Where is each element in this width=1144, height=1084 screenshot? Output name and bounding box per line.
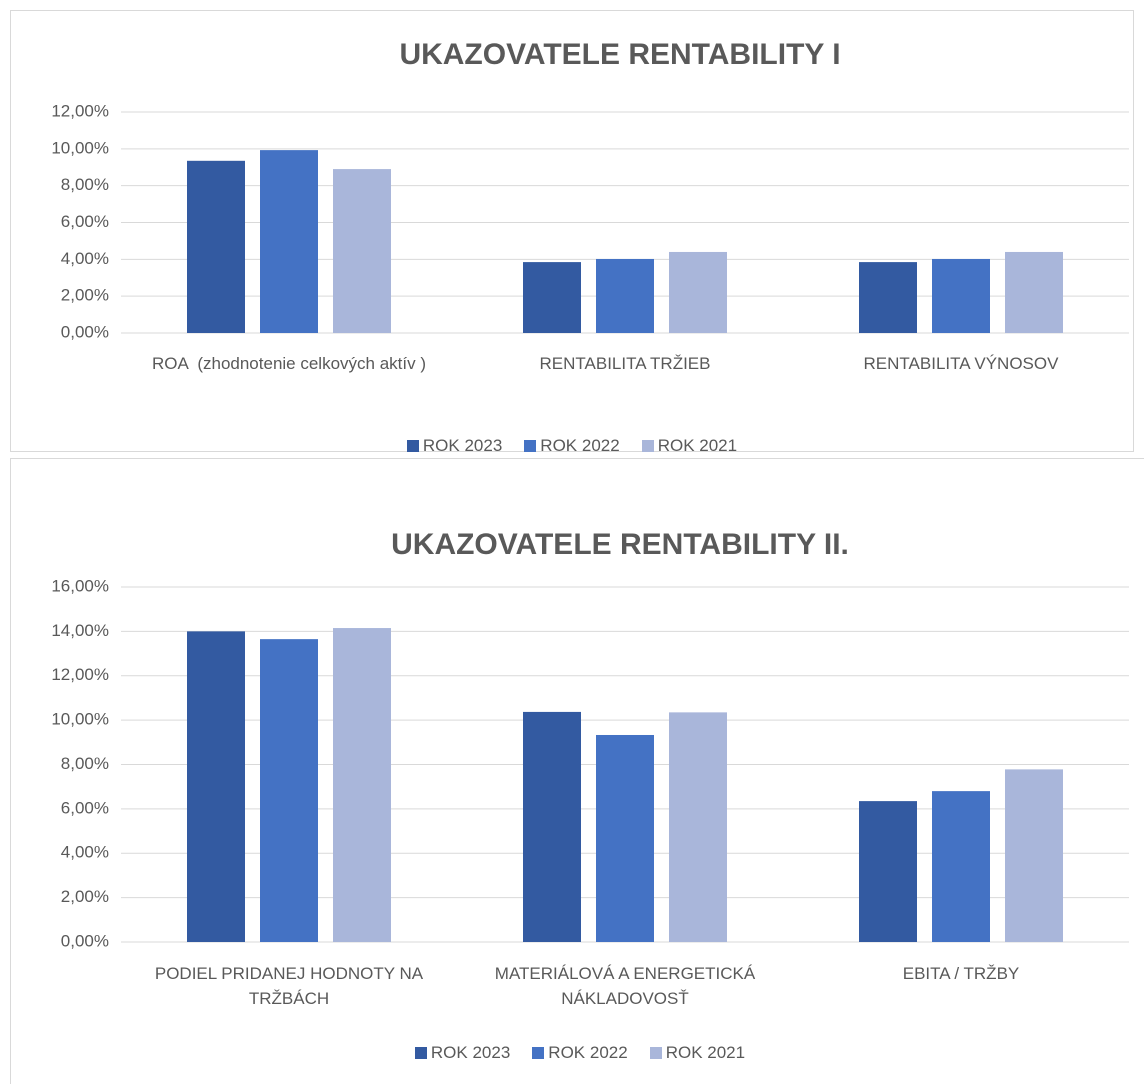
y-tick-label: 2,00% bbox=[61, 887, 109, 906]
y-tick-label: 10,00% bbox=[51, 138, 109, 157]
y-tick-label: 4,00% bbox=[61, 249, 109, 268]
bar bbox=[260, 150, 318, 333]
y-tick-label: 14,00% bbox=[51, 621, 109, 640]
y-tick-label: 16,00% bbox=[51, 576, 109, 595]
legend-label: ROK 2021 bbox=[665, 1043, 746, 1062]
legend-item: ROK 2022 bbox=[524, 436, 620, 456]
bar bbox=[859, 262, 917, 333]
bar bbox=[932, 791, 990, 942]
bar bbox=[1005, 251, 1063, 333]
chart-svg: UKAZOVATELE RENTABILITY I 0,00% 2,00% 4,00%… bbox=[51, 38, 1129, 341]
bar bbox=[523, 711, 581, 942]
chart: UKAZOVATELE RENTABILITY I 0,00% 2,00% 4,00%… bbox=[10, 10, 1134, 455]
legend-label: ROK 2022 bbox=[540, 436, 620, 455]
bar bbox=[333, 628, 391, 942]
bar bbox=[333, 169, 391, 333]
legend-item: ROK 2023 bbox=[414, 1043, 511, 1063]
y-tick-label: 6,00% bbox=[61, 212, 109, 231]
x-tick-label: EBITA / TRŽBY bbox=[902, 964, 1020, 983]
legend: ROK 2023 ROK 2022 ROK 2021 bbox=[11, 1043, 1144, 1063]
y-tick-label: 4,00% bbox=[61, 843, 109, 862]
bar bbox=[187, 160, 245, 333]
chart-svg: UKAZOVATELE RENTABILITY II. 0,00% 2,00% 4,0… bbox=[51, 528, 1129, 950]
legend-label: ROK 2023 bbox=[422, 436, 503, 455]
x-tick-label: RENTABILITA VÝNOSOV bbox=[863, 354, 1059, 373]
legend-item: ROK 2021 bbox=[641, 436, 738, 456]
x-tick-label: MATERIÁLOVÁ A ENERGETICKÁ NÁKLADOVOSŤ bbox=[494, 964, 760, 1008]
x-tick-label: RENTABILITA TRŽIEB bbox=[539, 354, 711, 373]
chart-title: UKAZOVATELE RENTABILITY I bbox=[399, 38, 840, 71]
legend-swatch bbox=[414, 1047, 427, 1059]
legend-label: ROK 2022 bbox=[548, 1043, 628, 1062]
y-tick-label: 8,00% bbox=[61, 754, 109, 773]
legend-item: ROK 2022 bbox=[532, 1043, 628, 1063]
bar bbox=[859, 801, 917, 942]
legend-swatch bbox=[641, 440, 654, 452]
bar bbox=[596, 734, 654, 942]
legend-label: ROK 2021 bbox=[657, 436, 738, 455]
y-tick-label: 0,00% bbox=[61, 931, 109, 950]
bar bbox=[932, 258, 990, 333]
y-tick-label: 0,00% bbox=[61, 322, 109, 341]
bar bbox=[523, 262, 581, 333]
bar bbox=[669, 712, 727, 942]
x-tick-label: ROA (zhodnotenie celkových aktív ) bbox=[151, 354, 427, 373]
x-tick-label: PODIEL PRIDANEJ HODNOTY NA TRŽBÁCH bbox=[154, 964, 428, 1008]
bar bbox=[669, 251, 727, 333]
bar bbox=[596, 258, 654, 333]
bar bbox=[187, 631, 245, 942]
y-tick-label: 8,00% bbox=[61, 175, 109, 194]
chart: UKAZOVATELE RENTABILITY II. 0,00% 2,00% 4,0… bbox=[10, 458, 1144, 1084]
y-tick-label: 12,00% bbox=[51, 665, 109, 684]
legend-item: ROK 2021 bbox=[649, 1043, 746, 1063]
y-tick-label: 6,00% bbox=[61, 798, 109, 817]
legend-label: ROK 2023 bbox=[430, 1043, 511, 1062]
legend-swatch bbox=[649, 1047, 662, 1059]
legend-item: ROK 2023 bbox=[406, 436, 503, 456]
bar bbox=[260, 639, 318, 942]
y-tick-label: 2,00% bbox=[61, 286, 109, 305]
legend: ROK 2023 ROK 2022 ROK 2021 bbox=[11, 436, 1133, 456]
chart-title: UKAZOVATELE RENTABILITY II. bbox=[391, 528, 849, 561]
y-tick-label: 10,00% bbox=[51, 710, 109, 729]
y-tick-label: 12,00% bbox=[51, 101, 109, 120]
bar bbox=[1005, 769, 1063, 942]
legend-swatch bbox=[532, 1047, 545, 1059]
legend-swatch bbox=[524, 440, 537, 452]
legend-swatch bbox=[406, 440, 419, 452]
